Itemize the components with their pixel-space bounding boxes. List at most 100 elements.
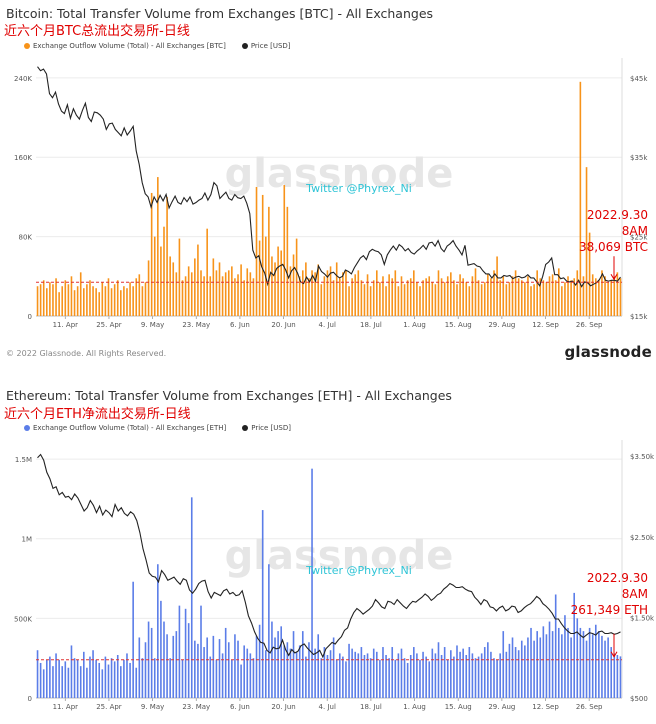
eth-outflow-bar [107,664,110,698]
eth-outflow-bar [582,631,585,698]
btc-outflow-bar [67,284,70,316]
btc-outflow-bar [240,264,242,316]
btc-outflow-bar [434,284,437,316]
eth-outflow-bar [70,645,73,698]
btc-outflow-bar [79,272,82,316]
eth-outflow-bar [542,626,545,698]
eth-outflow-bar [425,656,427,698]
btc-x-tick-label: 12. Sep [532,321,559,329]
btc-outflow-bar [499,280,501,316]
eth-outflow-bar [394,659,397,698]
eth-outflow-bar [388,658,390,698]
eth-outflow-bar [326,655,329,698]
btc-outflow-bar [311,270,313,316]
btc-outflow-bar [465,282,468,316]
eth-outflow-bar [604,640,606,698]
eth-twitter-overlay: Twitter @Phyrex_Ni [305,564,412,577]
eth-legend-outflow[interactable]: Exchange Outflow Volume (Total) - All Ex… [24,424,226,432]
eth-x-tick-label: 1. Aug [403,703,426,711]
eth-outflow-bar [539,637,542,698]
eth-outflow-bar [548,621,551,698]
eth-outflow-bar [166,634,168,698]
btc-outflow-bar [107,278,110,316]
btc-outflow-bar [323,276,326,316]
btc-x-tick-label: 29. Aug [488,321,515,329]
eth-outflow-bar [67,667,70,698]
eth-y-right-tick: $500 [630,695,648,703]
eth-annotation-time: 8AM [621,587,648,601]
eth-outflow-bar [345,661,347,698]
btc-outflow-bar [570,280,572,316]
btc-outflow-bar [573,278,575,316]
btc-outflow-bar [58,292,60,316]
btc-outflow-bar [545,282,548,316]
eth-outflow-bar [335,659,338,698]
btc-outflow-bar [271,256,273,316]
btc-outflow-bar [591,274,594,316]
eth-outflow-bar [520,640,523,698]
btc-outflow-bar [527,276,529,316]
btc-x-tick-label: 23. May [182,321,210,329]
btc-outflow-bar [206,228,208,316]
eth-outflow-bar [289,648,292,698]
btc-outflow-bar [363,284,366,316]
btc-outflow-bar [200,270,202,316]
btc-outflow-bar [249,272,252,316]
eth-outflow-bar [437,642,440,698]
eth-outflow-bar [450,650,452,698]
btc-outflow-bar [52,284,54,316]
btc-outflow-bar [382,276,384,316]
eth-outflow-bar [209,656,212,698]
eth-outflow-bar [86,667,88,698]
btc-outflow-bar [45,288,48,316]
eth-outflow-bar [203,647,205,698]
eth-outflow-bar [120,666,122,698]
btc-outflow-bar [554,280,557,316]
btc-x-tick-label: 11. Apr [53,321,79,329]
eth-legend-outflow-label: Exchange Outflow Volume (Total) - All Ex… [33,424,227,432]
eth-outflow-bar [160,600,162,698]
eth-outflow-bar [403,658,406,698]
eth-outflow-bar [613,653,616,698]
btc-outflow-bar [437,270,440,316]
eth-outflow-bar [243,645,245,698]
eth-legend-price-label: Price [USD] [251,424,291,432]
eth-outflow-bar [110,658,113,698]
eth-outflow-bar [277,631,279,698]
btc-outflow-bar [471,276,474,316]
eth-outflow-bar [533,640,535,698]
btc-outflow-bar [292,254,295,316]
eth-outflow-bar [308,642,310,698]
eth-outflow-bar [49,656,51,698]
btc-legend-outflow[interactable]: Exchange Outflow Volume (Total) - All Ex… [24,42,226,50]
eth-outflow-bar [274,637,276,698]
btc-outflow-bar [342,272,344,316]
eth-outflow-bar [576,618,579,698]
btc-price-line [37,66,621,288]
eth-outflow-bar [101,669,104,698]
btc-outflow-bar [493,270,495,316]
eth-legend-price[interactable]: Price [USD] [242,424,291,432]
btc-outflow-bar [98,292,101,316]
btc-outflow-bar [585,167,588,316]
btc-outflow-bar [76,286,79,316]
eth-outflow-bar [329,650,332,698]
btc-legend-price[interactable]: Price [USD] [241,42,291,50]
eth-x-tick-label: 18. Jul [360,703,382,711]
btc-outflow-bar [385,286,387,316]
eth-outflow-bar [514,647,517,698]
btc-outflow-bar [413,270,415,316]
eth-x-tick-label: 12. Sep [532,703,559,711]
eth-outflow-bar [221,653,224,698]
btc-outflow-bar [243,280,245,316]
eth-outflow-bar [591,634,594,698]
btc-outflow-bar [166,196,168,316]
eth-outflow-bar [406,662,409,698]
btc-outflow-bar [459,274,461,316]
eth-outflow-bar [45,659,48,698]
eth-outflow-bar [601,635,603,698]
btc-y-right-tick: $15k [630,313,648,321]
btc-chart: 0 80K 160K 240K $15k $25k $35k $45k 11. Apr 25. A… [14,58,648,329]
btc-outflow-bar [345,270,347,316]
